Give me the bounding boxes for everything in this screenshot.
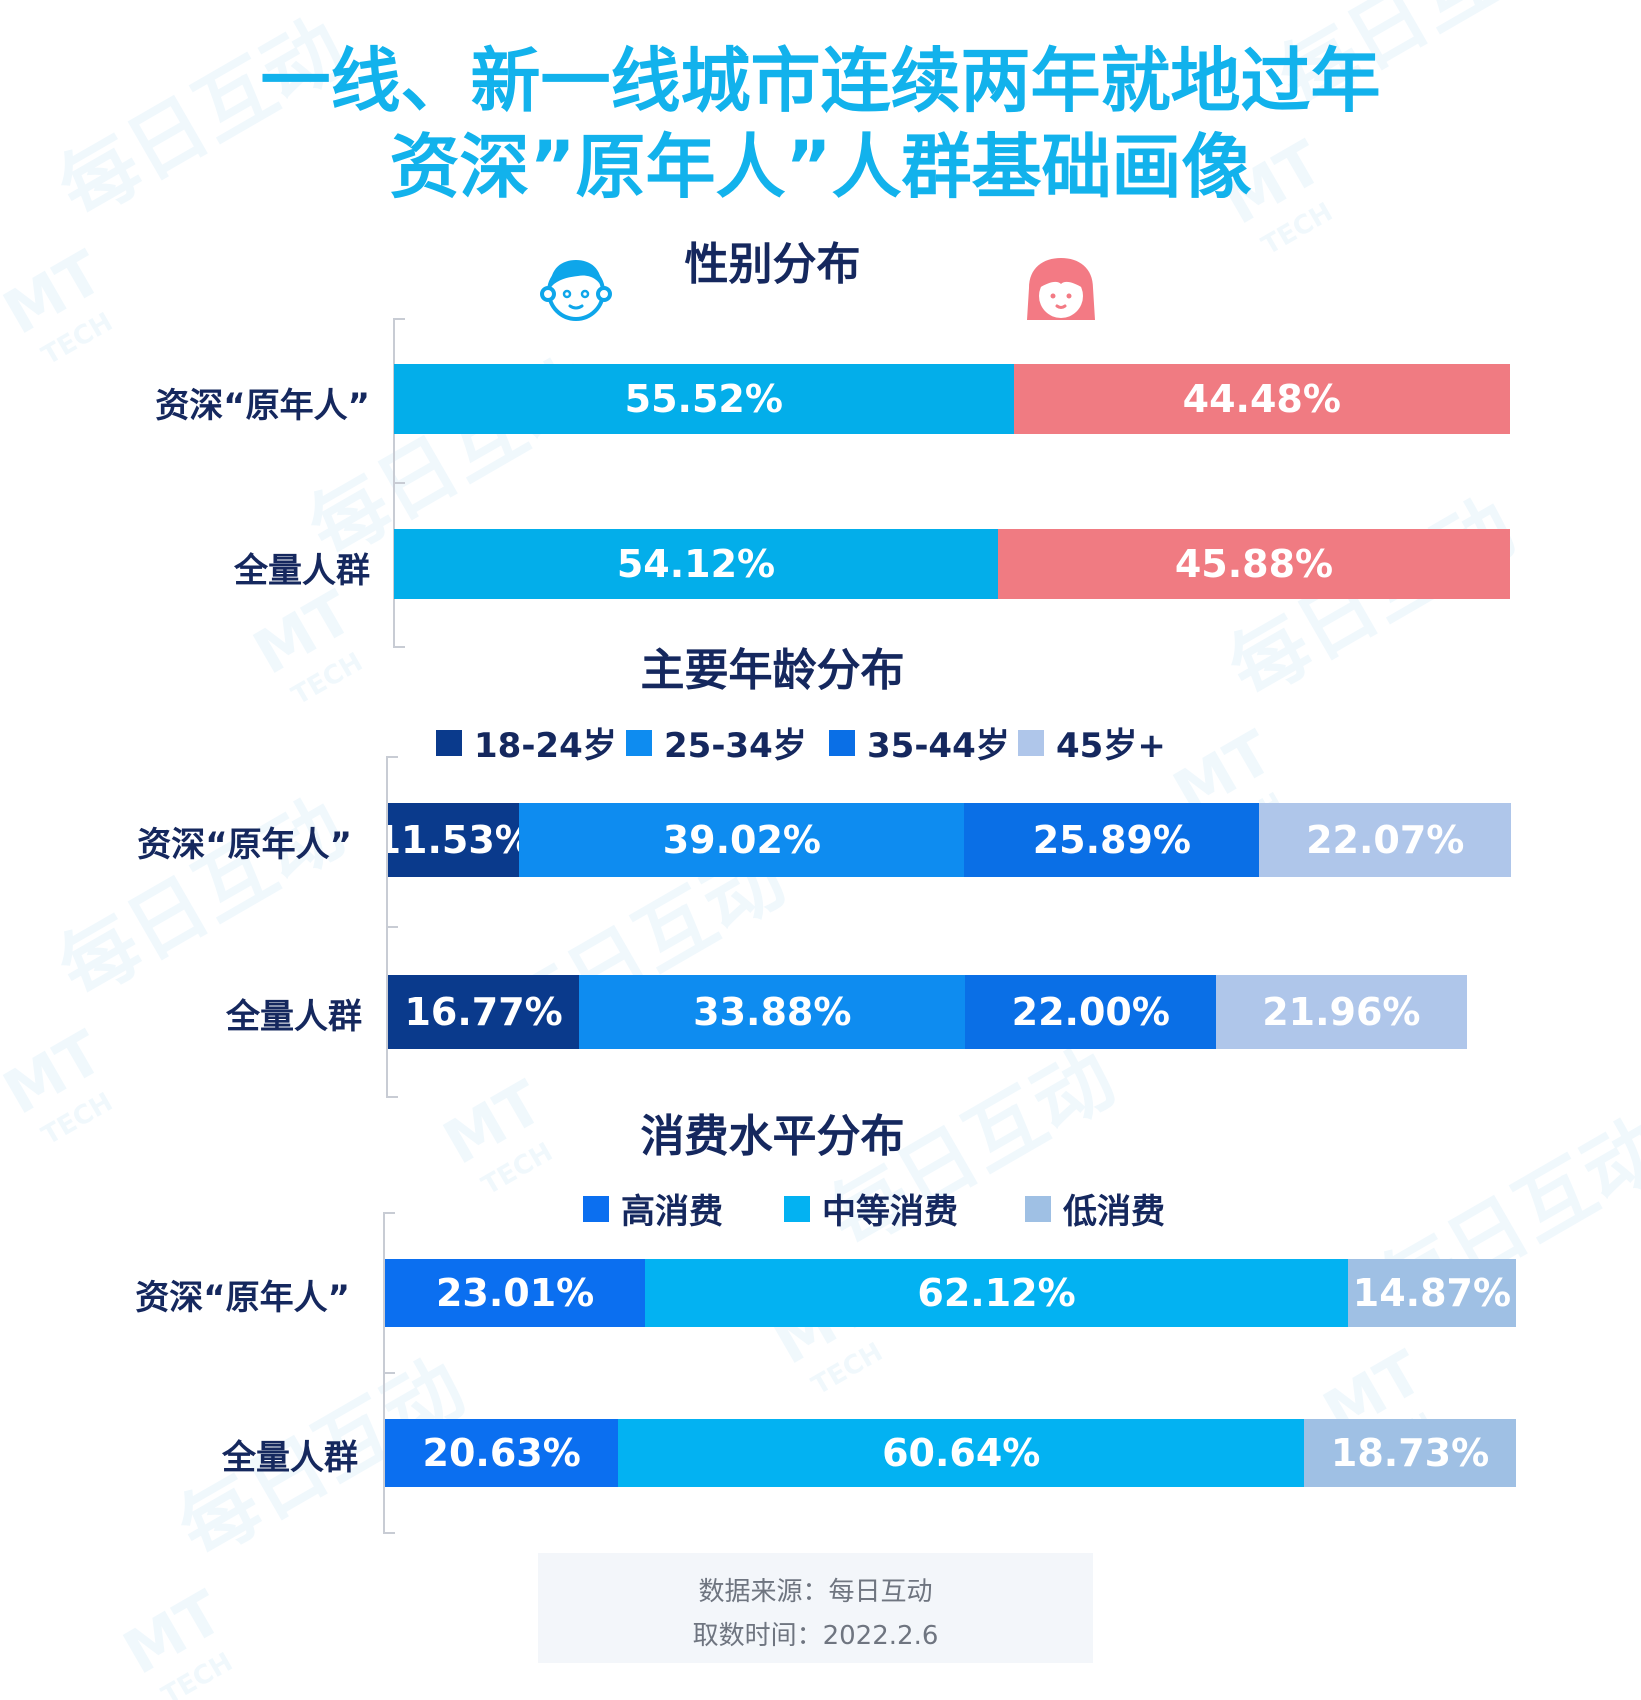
age-category-label-all: 全量人群 — [226, 997, 362, 1037]
watermark-logo-text: MT — [112, 1578, 234, 1689]
consumption-bar-premium-series-1: 62.12% — [645, 1259, 1348, 1327]
consumption-bar-all-series-2: 18.73% — [1304, 1419, 1516, 1487]
watermark-tech-text: TECH — [37, 307, 118, 371]
age-legend-item-0: 18-24岁 — [436, 718, 617, 767]
gender-chart-title: 性别分布 — [684, 239, 861, 290]
age-legend-label: 45岁+ — [1056, 726, 1166, 766]
consumption-bar-all-series-0: 20.63% — [385, 1419, 619, 1487]
consumption-legend-label: 低消费 — [1063, 1192, 1165, 1232]
age-bar-all-series-0: 16.77% — [388, 975, 580, 1049]
boy-face-icon — [540, 260, 612, 321]
gender-category-label-premium: 资深“原年人” — [155, 386, 370, 426]
age-legend-item-2: 35-44岁 — [829, 718, 1010, 767]
age-legend-item-1: 25-34岁 — [626, 718, 807, 767]
consumption-bar-premium-series-2: 14.87% — [1347, 1259, 1516, 1327]
consumption-legend-swatch — [784, 1195, 810, 1222]
consumption-bar-premium-series-0: 23.01% — [385, 1259, 646, 1327]
gender-category-label-all: 全量人群 — [234, 551, 370, 591]
consumption-legend-item-1: 中等消费 — [784, 1184, 958, 1233]
consumption-chart-title: 消费水平分布 — [640, 1111, 905, 1162]
consumption-legend-item-0: 高消费 — [583, 1184, 723, 1233]
consumption-category-label-all: 全量人群 — [222, 1438, 358, 1478]
age-legend-swatch — [1018, 729, 1044, 756]
source-box: 数据来源：每日互动 取数时间：2022.2.6 — [538, 1553, 1093, 1663]
watermark-tech-text: TECH — [807, 1337, 888, 1401]
gender-bar-premium-series-0: 55.52% — [394, 364, 1014, 434]
main-title-line-1: 一线、新一线城市连续两年就地过年 — [260, 40, 1381, 122]
girl-face-icon — [1027, 258, 1095, 320]
consumption-legend-swatch — [1025, 1195, 1051, 1222]
consumption-legend-label: 高消费 — [621, 1192, 723, 1232]
age-legend-item-3: 45岁+ — [1018, 718, 1166, 767]
watermark-tech-text: TECH — [157, 1647, 238, 1700]
age-legend-label: 25-34岁 — [664, 726, 807, 766]
age-category-label-premium: 资深“原年人” — [137, 825, 352, 865]
consumption-category-label-premium: 资深“原年人” — [135, 1278, 350, 1318]
age-legend-swatch — [829, 729, 855, 756]
age-legend-label: 18-24岁 — [474, 726, 617, 766]
age-legend-swatch — [626, 729, 652, 756]
consumption-bar-all-series-1: 60.64% — [618, 1419, 1305, 1487]
age-bar-premium-series-0: 11.53% — [388, 803, 520, 877]
age-bar-all-series-3: 21.96% — [1216, 975, 1467, 1049]
age-bar-premium-series-2: 25.89% — [964, 803, 1260, 877]
consumption-legend-label: 中等消费 — [822, 1192, 958, 1232]
data-date-line: 取数时间：2022.2.6 — [692, 1621, 939, 1651]
gender-bar-all-series-1: 45.88% — [997, 529, 1510, 599]
gender-bar-all-series-0: 54.12% — [394, 529, 998, 599]
main-title-line-2: 资深”原年人”人群基础画像 — [389, 126, 1252, 208]
consumption-legend-swatch — [583, 1195, 609, 1222]
age-legend-label: 35-44岁 — [867, 726, 1010, 766]
age-bar-all-series-1: 33.88% — [579, 975, 966, 1049]
source-line: 数据来源：每日互动 — [698, 1577, 933, 1607]
age-bar-premium-series-1: 39.02% — [519, 803, 965, 877]
consumption-legend-item-2: 低消费 — [1025, 1184, 1165, 1233]
age-bar-all-series-2: 22.00% — [965, 975, 1217, 1049]
age-bar-premium-series-3: 22.07% — [1259, 803, 1511, 877]
age-legend-swatch — [436, 729, 462, 756]
gender-bar-premium-series-1: 44.48% — [1013, 364, 1510, 434]
age-chart-title: 主要年龄分布 — [640, 645, 905, 696]
